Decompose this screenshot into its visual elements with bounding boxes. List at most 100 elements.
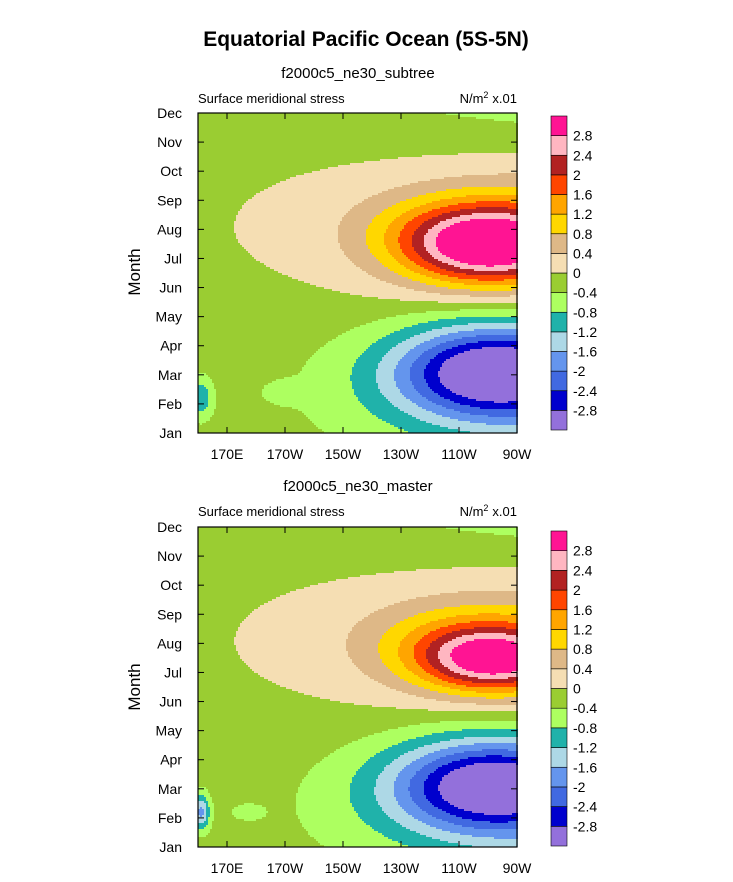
colorbar-label: 0 [573,265,581,281]
y-tick-label: Apr [160,752,182,768]
y-tick-label: Jan [159,839,182,855]
colorbar-box [550,233,568,254]
panel-left-label: Surface meridional stress [198,91,345,106]
colorbar-box [550,668,568,689]
y-tick-label: Aug [157,221,182,237]
colorbar-label: 2.4 [573,147,593,163]
y-tick-label: Aug [157,635,182,651]
y-tick-label: Jul [164,250,182,266]
y-axis-label: Month [125,663,144,710]
colorbar-box [550,570,568,591]
x-tick-label: 130W [383,860,420,876]
x-tick-label: 170E [211,860,244,876]
x-tick-label: 170W [267,860,304,876]
colorbar-label: 2.4 [573,562,593,578]
colorbar-box [550,292,568,313]
plot-frame [197,112,518,434]
y-tick-label: Nov [157,548,182,564]
colorbar-box [550,609,568,630]
colorbar-label: 2 [573,167,581,183]
colorbar-box [550,766,568,788]
colorbar-label: -2.4 [573,383,597,399]
colorbar-box [550,707,568,729]
y-tick-label: Dec [157,519,182,535]
colorbar-label: 1.2 [573,206,593,222]
contour-field [198,527,518,847]
y-tick-label: Oct [160,163,182,179]
colorbar-box [550,550,568,571]
panel-title: f2000c5_ne30_subtree [281,65,434,82]
colorbar-box [550,194,568,215]
panel-top: f2000c5_ne30_subtree Surface meridional … [125,65,597,462]
colorbar-box [550,727,568,748]
y-tick-label: Nov [157,134,182,150]
colorbar-box [550,311,568,333]
colorbar-box [550,115,568,136]
colorbar-label: -2 [573,363,586,379]
panel-bottom: f2000c5_ne30_master Surface meridional s… [125,478,597,876]
plot-frame [197,526,518,848]
colorbar-label: 0 [573,681,581,697]
colorbar-box [550,747,568,768]
x-tick-label: 150W [325,446,362,462]
colorbar-box [550,806,568,827]
x-tick-label: 170W [267,446,304,462]
colorbar-box [550,213,568,235]
y-tick-label: Feb [158,810,182,826]
y-tick-label: Apr [160,338,182,354]
figure-title: Equatorial Pacific Ocean (5S-5N) [203,28,529,51]
y-tick-label: Jul [164,664,182,680]
colorbar-box [550,530,568,551]
y-tick-label: Sep [157,606,182,622]
colorbar-box [550,786,568,807]
colorbar-label: -2.8 [573,402,597,418]
colorbar-label: -0.4 [573,700,597,716]
colorbar-box [550,629,568,650]
x-tick-label: 90W [503,446,533,462]
colorbar-box [550,154,568,176]
contour-plot: Jan Feb Mar Apr May Jun Jul Aug Sep Oct Nov Dec 170E… [156,519,533,876]
colorbar-box [550,390,568,411]
x-tick-label: 130W [383,446,420,462]
y-tick-label: May [156,723,182,739]
panel-title: f2000c5_ne30_master [283,478,432,495]
colorbar-label: -2.4 [573,799,597,815]
colorbar-label: 0.8 [573,641,593,657]
units-label: N/m2 x.01 [460,503,517,519]
colorbar-label: -0.8 [573,304,597,320]
y-tick-label: Sep [157,192,182,208]
colorbar-box [550,370,568,392]
contour-plot: Jan Feb Mar Apr May Jun Jul Aug Sep Oct Nov Dec 170E… [156,105,533,462]
colorbar-box [550,410,568,431]
x-tick-label: 110W [441,860,477,876]
colorbar-label: 0.8 [573,226,593,242]
y-tick-label: Feb [158,396,182,412]
x-tick-label: 150W [325,860,362,876]
units-label: N/m2 x.01 [460,90,517,106]
y-tick-label: Dec [157,105,182,121]
colorbar-label: -1.6 [573,344,597,360]
y-tick-label: Jun [159,280,182,296]
y-tick-label: May [156,309,182,325]
colorbar-label: -1.2 [573,324,597,340]
y-tick-label: Oct [160,577,182,593]
colorbar: -2.8 -2.4 -2 -1.6 -1.2 -0.8 -0.4 0 0.4 0.8 1.2 1.6 2… [550,115,597,431]
x-tick-label: 170E [211,446,244,462]
panel-left-label: Surface meridional stress [198,504,345,519]
colorbar-label: 1.6 [573,602,593,618]
colorbar-label: -2.8 [573,818,597,834]
colorbar-label: 2.8 [573,543,593,559]
y-tick-label: Jan [159,425,182,441]
contour-field [198,113,518,433]
colorbar-box [550,688,568,709]
y-tick-label: Mar [158,367,182,383]
colorbar-label: -1.2 [573,740,597,756]
colorbar-label: 0.4 [573,661,593,677]
x-tick-label: 90W [503,860,533,876]
x-tick-label: 110W [441,446,477,462]
colorbar-box [550,826,568,847]
colorbar-box [550,331,568,352]
y-axis-label: Month [125,248,144,295]
colorbar: -2.8 -2.4 -2 -1.6 -1.2 -0.8 -0.4 0 0.4 0.8 1.2 1.6 2… [550,530,597,847]
